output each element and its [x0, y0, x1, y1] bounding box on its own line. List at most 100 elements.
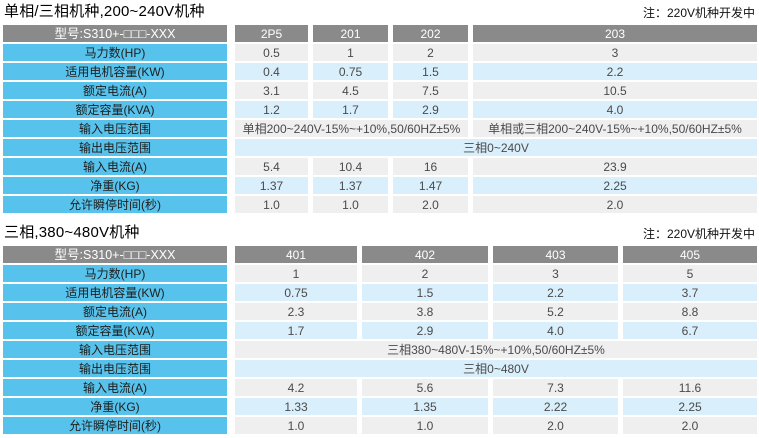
- row-label: 额定电流(A): [3, 82, 235, 101]
- column-header: 405: [623, 246, 757, 265]
- row-label: 净重(KG): [3, 177, 235, 196]
- value-cell: 1: [313, 44, 393, 63]
- spec-row-output-voltage: 输出电压范围 三相0~240V: [3, 139, 757, 158]
- spec-row-input-voltage: 输入电压范围 单相200~240V-15%~+10%,50/60HZ±5% 单相…: [3, 120, 757, 139]
- header-row: 型号:S310+-□□□-XXX 2P5 201 202 203: [3, 25, 757, 44]
- value-cell: 2.22: [493, 398, 623, 417]
- value-cell: 1.0: [313, 196, 393, 215]
- value-cell: 2.9: [362, 322, 493, 341]
- value-cell: 1.0: [362, 417, 493, 436]
- spec-row-output-voltage: 输出电压范围 三相0~480V: [3, 360, 757, 379]
- value-cell: 2.0: [473, 196, 757, 215]
- value-cell: 0.75: [235, 284, 362, 303]
- model-header: 型号:S310+-□□□-XXX: [3, 25, 235, 44]
- value-cell: 3.7: [623, 284, 757, 303]
- row-label: 允许瞬停时间(秒): [3, 196, 235, 215]
- spec-row-net-weight: 净重(KG) 1.33 1.35 2.22 2.25: [3, 398, 757, 417]
- section-note: 注：220V机种开发中: [642, 6, 755, 20]
- value-cell: 10.5: [473, 82, 757, 101]
- value-cell: 4.2: [235, 379, 362, 398]
- spec-row-net-weight: 净重(KG) 1.37 1.37 1.47 2.25: [3, 177, 757, 196]
- section-head-380-480v: 三相,380~480V机种 注：220V机种开发中: [0, 221, 759, 246]
- row-label: 允许瞬停时间(秒): [3, 417, 235, 436]
- column-header: 402: [362, 246, 493, 265]
- merged-value-cell: 单相200~240V-15%~+10%,50/60HZ±5%: [235, 120, 473, 139]
- row-label: 额定容量(KVA): [3, 322, 235, 341]
- spec-row-rated-kva: 额定容量(KVA) 1.2 1.7 2.9 4.0: [3, 101, 757, 120]
- value-cell: 7.5: [393, 82, 473, 101]
- value-cell: 1.47: [393, 177, 473, 196]
- row-label: 输入电流(A): [3, 158, 235, 177]
- value-cell: 2: [393, 44, 473, 63]
- row-label: 输入电流(A): [3, 379, 235, 398]
- value-cell: 单相或三相200~240V-15%~+10%,50/60HZ±5%: [473, 120, 757, 139]
- value-cell: 1.7: [313, 101, 393, 120]
- value-cell: 1.35: [362, 398, 493, 417]
- spec-row-hp: 马力数(HP) 1 2 3 5: [3, 265, 757, 284]
- value-cell: 1.5: [393, 63, 473, 82]
- value-cell: 2.2: [493, 284, 623, 303]
- header-row: 型号:S310+-□□□-XXX 401 402 403 405: [3, 246, 757, 265]
- value-cell: 3.1: [235, 82, 313, 101]
- value-cell: 1.0: [235, 196, 313, 215]
- section-head-200-240v: 单相/三相机种,200~240V机种 注：220V机种开发中: [0, 0, 759, 25]
- row-label: 马力数(HP): [3, 265, 235, 284]
- value-cell: 2.25: [473, 177, 757, 196]
- value-cell: 2: [362, 265, 493, 284]
- row-label: 净重(KG): [3, 398, 235, 417]
- value-cell: 8.8: [623, 303, 757, 322]
- spec-row-ride-through: 允许瞬停时间(秒) 1.0 1.0 2.0 2.0: [3, 417, 757, 436]
- value-cell: 2.9: [393, 101, 473, 120]
- column-header: 201: [313, 25, 393, 44]
- value-cell: 0.75: [313, 63, 393, 82]
- value-cell: 6.7: [623, 322, 757, 341]
- value-cell: 1.0: [235, 417, 362, 436]
- spec-row-ride-through: 允许瞬停时间(秒) 1.0 1.0 2.0 2.0: [3, 196, 757, 215]
- value-cell: 1: [235, 265, 362, 284]
- value-cell: 7.3: [493, 379, 623, 398]
- value-cell: 4.0: [493, 322, 623, 341]
- model-header: 型号:S310+-□□□-XXX: [3, 246, 235, 265]
- column-header: 202: [393, 25, 473, 44]
- spec-row-input-current: 输入电流(A) 5.4 10.4 16 23.9: [3, 158, 757, 177]
- column-header: 2P5: [235, 25, 313, 44]
- value-cell: 2.0: [623, 417, 757, 436]
- section-title: 三相,380~480V机种: [4, 224, 140, 241]
- row-label: 输入电压范围: [3, 120, 235, 139]
- row-label: 额定容量(KVA): [3, 101, 235, 120]
- value-cell: 1.37: [235, 177, 313, 196]
- spec-table-200-240v: 型号:S310+-□□□-XXX 2P5 201 202 203 马力数(HP)…: [3, 25, 757, 215]
- row-label: 输出电压范围: [3, 360, 235, 379]
- value-cell: 2.2: [473, 63, 757, 82]
- value-cell: 0.4: [235, 63, 313, 82]
- merged-value-cell: 三相0~240V: [235, 139, 757, 158]
- value-cell: 3: [493, 265, 623, 284]
- spec-row-input-voltage: 输入电压范围 三相380~480V-15%~+10%,50/60HZ±5%: [3, 341, 757, 360]
- value-cell: 5.6: [362, 379, 493, 398]
- row-label: 输入电压范围: [3, 341, 235, 360]
- value-cell: 1.33: [235, 398, 362, 417]
- value-cell: 16: [393, 158, 473, 177]
- value-cell: 4.0: [473, 101, 757, 120]
- value-cell: 23.9: [473, 158, 757, 177]
- value-cell: 2.0: [493, 417, 623, 436]
- value-cell: 2.25: [623, 398, 757, 417]
- value-cell: 1.7: [235, 322, 362, 341]
- row-label: 适用电机容量(KW): [3, 63, 235, 82]
- row-label: 马力数(HP): [3, 44, 235, 63]
- value-cell: 1.37: [313, 177, 393, 196]
- spec-row-hp: 马力数(HP) 0.5 1 2 3: [3, 44, 757, 63]
- section-title: 单相/三相机种,200~240V机种: [4, 3, 205, 20]
- value-cell: 5.4: [235, 158, 313, 177]
- value-cell: 2.3: [235, 303, 362, 322]
- value-cell: 11.6: [623, 379, 757, 398]
- value-cell: 10.4: [313, 158, 393, 177]
- value-cell: 1.2: [235, 101, 313, 120]
- spec-table-380-480v: 型号:S310+-□□□-XXX 401 402 403 405 马力数(HP)…: [3, 246, 757, 436]
- spec-row-motor-kw: 适用电机容量(KW) 0.75 1.5 2.2 3.7: [3, 284, 757, 303]
- row-label: 额定电流(A): [3, 303, 235, 322]
- value-cell: 5: [623, 265, 757, 284]
- merged-value-cell: 三相380~480V-15%~+10%,50/60HZ±5%: [235, 341, 757, 360]
- column-header: 203: [473, 25, 757, 44]
